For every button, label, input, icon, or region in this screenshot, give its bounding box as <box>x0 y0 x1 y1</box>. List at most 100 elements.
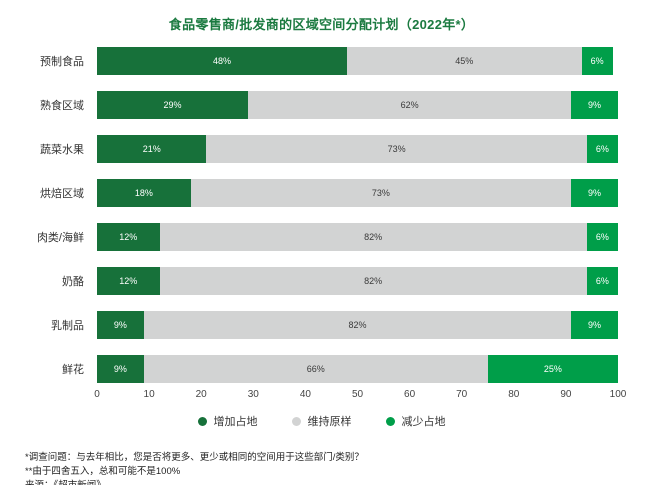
legend-dot-icon <box>197 416 207 426</box>
category-label: 奶酪 <box>62 276 84 288</box>
bar-segment: 48% <box>97 47 348 75</box>
bar-row: 预制食品 48% 45% 6% <box>25 47 618 75</box>
x-tick-label: 100 <box>609 389 627 400</box>
legend-label: 维持原样 <box>307 416 352 428</box>
bar-value-label: 48% <box>213 56 232 66</box>
bar-segment: 73% <box>190 179 572 207</box>
x-tick-label: 80 <box>508 389 520 400</box>
category-label: 鲜花 <box>62 364 84 376</box>
stacked-bar: 29% 62% 9% <box>97 91 618 119</box>
x-tick-label: 30 <box>247 389 259 400</box>
bar-segment: 45% <box>347 47 582 75</box>
legend-item: 减少占地 <box>385 413 446 429</box>
bar-segment: 9% <box>571 311 618 339</box>
bar-segment: 62% <box>248 91 572 119</box>
bar-value-label: 45% <box>455 56 474 66</box>
bar-value-label: 29% <box>163 100 182 110</box>
stacked-bar: 12% 82% 6% <box>97 223 618 251</box>
bar-value-label: 9% <box>588 320 602 330</box>
category-label: 预制食品 <box>40 56 84 68</box>
bar-segment: 9% <box>571 179 618 207</box>
legend-label: 减少占地 <box>401 416 446 428</box>
x-tick-label: 70 <box>456 389 468 400</box>
footnote-rounding: **由于四舍五入，总和可能不是100% <box>25 465 181 477</box>
x-tick-label: 60 <box>404 389 416 400</box>
bar-segment: 9% <box>97 311 144 339</box>
bar-row: 鲜花 9% 66% 25% <box>25 355 618 383</box>
bar-value-label: 21% <box>142 144 161 154</box>
bar-value-label: 66% <box>306 364 325 374</box>
bar-segment: 66% <box>143 355 488 383</box>
bar-value-label: 82% <box>364 276 383 286</box>
bar-segment: 29% <box>97 91 249 119</box>
stacked-bar: 12% 82% 6% <box>97 267 618 295</box>
bar-value-label: 82% <box>348 320 367 330</box>
footnotes: *调查问题：与去年相比，您是否将更多、更少或相同的空间用于这些部门/类别？ **… <box>25 451 618 485</box>
bar-value-label: 9% <box>588 188 602 198</box>
x-tick-label: 0 <box>94 389 100 400</box>
category-label: 乳制品 <box>51 320 84 332</box>
bar-segment: 9% <box>571 91 618 119</box>
axis-spacer <box>25 389 97 403</box>
legend-dot-icon <box>385 416 395 426</box>
bar-segment: 25% <box>487 355 618 383</box>
bar-segment: 21% <box>97 135 207 163</box>
bar-value-label: 12% <box>119 276 138 286</box>
bar-row: 奶酪 12% 82% 6% <box>25 267 618 295</box>
footnote-survey-question: *调查问题：与去年相比，您是否将更多、更少或相同的空间用于这些部门/类别？ <box>25 452 364 463</box>
bar-value-label: 82% <box>364 232 383 242</box>
bar-segment: 82% <box>143 311 572 339</box>
bar-value-label: 6% <box>595 144 609 154</box>
chart-legend: 增加占地 维持原样 减少占地 <box>25 413 618 429</box>
stacked-bar: 48% 45% 6% <box>97 47 618 75</box>
x-axis: 0 10 20 30 40 50 60 70 80 90 100 <box>25 389 626 403</box>
chart-title: 食品零售商/批发商的区域空间分配计划（2022年*） <box>168 17 475 32</box>
bar-segment: 12% <box>97 223 160 251</box>
bar-value-label: 6% <box>595 276 609 286</box>
x-tick-label: 10 <box>143 389 155 400</box>
stacked-bar: 9% 66% 25% <box>97 355 618 383</box>
bar-row: 肉类/海鲜 12% 82% 6% <box>25 223 618 251</box>
x-tick-label: 50 <box>351 389 364 400</box>
bar-row: 蔬菜水果 21% 73% 6% <box>25 135 618 163</box>
bar-segment: 6% <box>586 135 618 163</box>
bar-value-label: 73% <box>387 144 406 154</box>
bar-value-label: 25% <box>543 364 562 374</box>
bar-value-label: 9% <box>113 364 127 374</box>
legend-item: 维持原样 <box>291 413 352 429</box>
legend-dot-icon <box>291 416 301 426</box>
bar-segment: 6% <box>586 223 618 251</box>
bar-segment: 82% <box>159 223 587 251</box>
bar-value-label: 18% <box>134 188 153 198</box>
bar-segment: 73% <box>206 135 587 163</box>
bar-value-label: 6% <box>590 56 604 66</box>
bar-value-label: 12% <box>119 232 138 242</box>
bar-value-label: 9% <box>588 100 602 110</box>
bar-segment: 9% <box>97 355 144 383</box>
x-tick-label: 20 <box>195 389 207 400</box>
category-label: 肉类/海鲜 <box>36 232 84 244</box>
stacked-bar: 21% 73% 6% <box>97 135 618 163</box>
bar-segment: 6% <box>581 47 613 75</box>
legend-label: 增加占地 <box>213 416 258 428</box>
bar-row: 烘焙区域 18% 73% 9% <box>25 179 618 207</box>
legend-item: 增加占地 <box>197 413 258 429</box>
bar-row: 乳制品 9% 82% 9% <box>25 311 618 339</box>
bar-segment: 82% <box>159 267 587 295</box>
stacked-bar: 18% 73% 9% <box>97 179 618 207</box>
chart-rows: 预制食品 48% 45% 6% 熟食区域 29% 62% 9% 蔬菜水果 21% 73% 6% 烘焙区域… <box>25 47 618 383</box>
stacked-bar: 9% 82% 9% <box>97 311 618 339</box>
category-label: 烘焙区域 <box>40 188 84 200</box>
bar-value-label: 9% <box>113 320 127 330</box>
bar-value-label: 62% <box>400 100 419 110</box>
category-label: 蔬菜水果 <box>40 144 84 156</box>
bar-segment: 6% <box>586 267 618 295</box>
bar-segment: 12% <box>97 267 160 295</box>
bar-segment: 18% <box>97 179 191 207</box>
footnote-source: 来源：《超市新闻》 <box>25 479 618 485</box>
bar-value-label: 6% <box>595 232 609 242</box>
x-tick-label: 40 <box>299 389 311 400</box>
x-tick-label: 90 <box>560 389 572 400</box>
category-label: 熟食区域 <box>40 100 84 112</box>
